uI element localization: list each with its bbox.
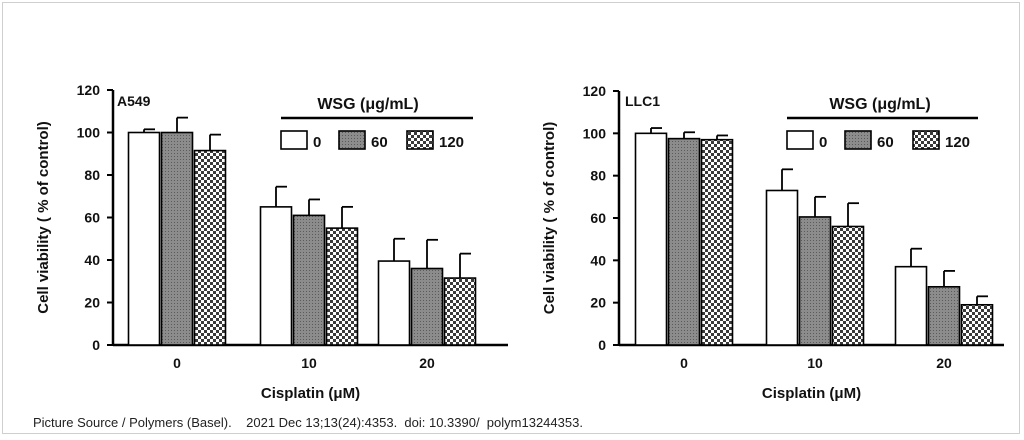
x-tick-label: 20: [419, 355, 435, 371]
figure-caption: Picture Source / Polymers (Basel). 2021 …: [33, 415, 583, 430]
legend-label-120: 120: [945, 134, 970, 151]
y-tick-label: 20: [84, 295, 100, 311]
legend-swatch-0: [786, 130, 814, 150]
y-tick-label: 20: [590, 295, 606, 311]
y-tick-label: 80: [84, 167, 100, 183]
legend-swatch-0: [280, 130, 308, 150]
bar-60-at-20: [927, 285, 961, 346]
panel-label: LLC1: [625, 93, 660, 109]
figure: 0 20 40 60 80 100 120 Cell viability ( % of con…: [2, 2, 1020, 434]
bar-0-at-0: [127, 131, 161, 346]
bar-0-at-10: [765, 189, 799, 346]
legend-label-0: 0: [819, 134, 827, 151]
legend-label-0: 0: [313, 134, 321, 151]
legend-label-120: 120: [439, 134, 464, 151]
bar-120-at-20: [960, 303, 994, 346]
legend-label-60: 60: [371, 134, 388, 151]
bar-0-at-10: [259, 206, 293, 346]
x-axis-title: Cisplatin (μM): [762, 385, 861, 402]
bar-60-at-0: [160, 131, 194, 346]
legend-title: WSG (μg/mL): [317, 96, 418, 113]
y-tick-label: 100: [583, 125, 607, 141]
x-tick-label: 10: [301, 355, 317, 371]
y-tick-label: 60: [590, 210, 606, 226]
x-tick-label: 0: [173, 355, 181, 371]
bar-0-at-0: [634, 132, 668, 346]
x-tick-label: 20: [936, 355, 952, 371]
legend-label-60: 60: [877, 134, 894, 151]
panel-label: A549: [117, 93, 151, 109]
bar-120-at-20: [443, 277, 477, 346]
legend-swatch-60: [844, 130, 872, 150]
bar-60-at-10: [292, 214, 326, 346]
y-tick-label: 100: [77, 125, 101, 141]
y-tick-label: 40: [590, 252, 606, 268]
y-tick-label: 120: [77, 82, 101, 98]
bar-120-at-10: [325, 227, 359, 346]
legend-swatch-60: [338, 130, 366, 150]
x-tick-label: 10: [807, 355, 823, 371]
y-tick-label: 0: [598, 337, 606, 353]
y-tick-label: 80: [590, 168, 606, 184]
y-tick-label: 120: [583, 83, 607, 99]
bar-60-at-10: [798, 216, 832, 346]
bar-60-at-20: [410, 267, 444, 346]
y-axis-title: Cell viability ( % of control): [541, 122, 558, 315]
x-tick-label: 0: [680, 355, 688, 371]
legend-swatch-120: [406, 130, 434, 150]
bar-60-at-0: [667, 137, 701, 346]
y-tick-label: 60: [84, 210, 100, 226]
y-axis-title: Cell viability ( % of control): [35, 121, 52, 314]
bar-120-at-0: [700, 138, 734, 346]
legend-title: WSG (μg/mL): [829, 96, 930, 113]
y-tick-label: 40: [84, 252, 100, 268]
legend-swatch-120: [912, 130, 940, 150]
bar-0-at-20: [894, 265, 928, 346]
x-axis-title: Cisplatin (μM): [261, 385, 360, 402]
bar-0-at-20: [377, 260, 411, 346]
bar-120-at-10: [831, 225, 865, 346]
bar-120-at-0: [193, 149, 227, 346]
y-tick-label: 0: [92, 337, 100, 353]
